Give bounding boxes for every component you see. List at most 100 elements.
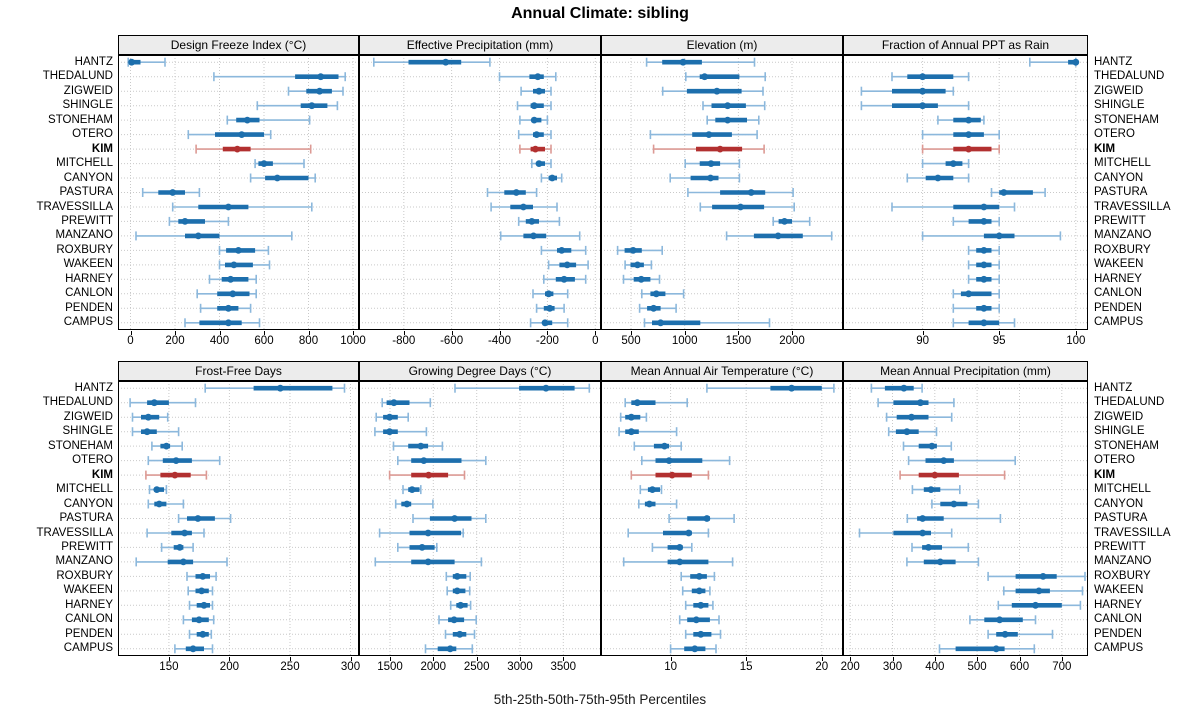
whisker-row-canlon	[952, 289, 1000, 299]
station-label-right-prewitt: PREWITT	[1094, 214, 1146, 227]
tick-label: 400	[209, 335, 230, 347]
strip-fraction-of-annual-ppt-as-rain: Fraction of Annual PPT as Rain	[843, 35, 1088, 55]
x-axis-growing-degree-days-c: 1500 2000 2500 3000 3500	[359, 657, 601, 675]
whisker-row-travessilla	[627, 528, 710, 538]
whisker-row-travessilla	[699, 202, 795, 212]
whisker-row-roxbury	[616, 245, 664, 255]
whisker-row-campus	[938, 644, 1036, 654]
whisker-row-stoneham	[519, 115, 549, 125]
whisker-row-roxbury	[445, 571, 471, 581]
whisker-row-canlon	[640, 289, 685, 299]
tick-mark	[499, 331, 501, 335]
whisker-row-prewitt	[772, 216, 811, 226]
whisker-row-hantz	[1029, 57, 1080, 67]
whisker-row-penden	[638, 303, 677, 313]
whisker-row-pastura	[906, 514, 1002, 523]
station-label-right-travessilla: TRAVESSILLA	[1094, 200, 1171, 213]
whisker-row-kim	[195, 144, 312, 154]
station-label-right-otero: OTERO	[1094, 128, 1135, 141]
whisker-row-canlon	[438, 615, 477, 625]
whisker-row-mitchell	[684, 159, 741, 169]
tick-mark	[451, 331, 453, 335]
tick-mark	[520, 657, 521, 661]
strip-frost-free-days: Frost-Free Days	[118, 361, 359, 381]
tick-label: 2000	[420, 661, 447, 673]
whisker-row-wakeen	[547, 260, 589, 270]
tick-label: 3000	[507, 661, 533, 673]
station-label-left-mitchell: MITCHELL	[56, 157, 113, 170]
whisker-row-hantz	[870, 383, 923, 393]
whisker-row-stoneham	[226, 115, 311, 125]
tick-mark	[390, 657, 391, 661]
tick-label: 400	[925, 661, 945, 673]
station-label-left-thedalund: THEDALUND	[42, 70, 113, 83]
station-label-left-travessilla: TRAVESSILLA	[36, 526, 114, 539]
whisker-row-penden	[199, 303, 252, 313]
tick-mark	[821, 657, 823, 661]
tick-label: 300	[882, 661, 903, 673]
x-axis-fraction-of-annual-ppt-as-rain: 90 95 100	[843, 331, 1088, 349]
tick-label: 0	[592, 335, 599, 347]
station-label-left-prewitt: PREWITT	[61, 540, 113, 553]
whisker-row-manzano	[499, 231, 581, 241]
station-label-left-kim: KIM	[91, 142, 113, 155]
whisker-row-mitchell	[531, 159, 552, 169]
whisker-row-campus	[424, 644, 474, 654]
whisker-row-hantz	[706, 383, 835, 393]
whisker-row-roxbury	[218, 245, 270, 255]
station-label-left-campus: CAMPUS	[63, 642, 113, 655]
tick-label: 200	[165, 335, 185, 347]
station-label-right-otero: OTERO	[1094, 454, 1135, 467]
whisker-row-otero	[517, 130, 552, 140]
whisker-row-canyon	[906, 173, 970, 183]
tick-mark	[684, 331, 686, 335]
whisker-row-kim	[921, 144, 1000, 154]
tick-label: 100	[1066, 335, 1086, 347]
whisker-row-shingle	[256, 101, 339, 111]
whisker-row-shingle	[516, 101, 552, 111]
strip-growing-degree-days-c: Growing Degree Days (°C)	[359, 361, 601, 381]
whisker-row-thedalund	[129, 398, 197, 408]
tick-label: 200	[219, 661, 239, 673]
whisker-row-penden	[987, 629, 1054, 639]
station-label-left-otero: OTERO	[72, 128, 113, 141]
tick-label: 700	[1052, 661, 1072, 673]
station-label-right-kim: KIM	[1094, 142, 1116, 155]
station-label-right-kim: KIM	[1094, 468, 1116, 481]
station-label-left-harney: HARNEY	[65, 598, 113, 611]
whisker-row-stoneham	[392, 441, 444, 451]
whisker-row-pastura	[141, 188, 201, 197]
whisker-row-travessilla	[378, 528, 464, 538]
station-label-right-manzano: MANZANO	[1094, 229, 1152, 242]
tick-mark	[595, 331, 597, 335]
whisker-row-travessilla	[891, 202, 1016, 212]
station-label-left-campus: CAMPUS	[63, 316, 113, 329]
tick-mark	[350, 657, 352, 661]
whisker-row-wakeen	[218, 260, 271, 270]
station-label-right-canlon: CANLON	[1094, 613, 1142, 626]
panel-frost-free-days	[118, 381, 359, 656]
whisker-row-thedalund	[877, 398, 955, 408]
station-label-left-roxbury: ROXBURY	[56, 569, 113, 582]
station-label-left-canyon: CANYON	[63, 497, 113, 510]
whisker-row-stoneham	[151, 441, 183, 451]
whisker-row-travessilla	[146, 528, 205, 538]
axis-caption: 5th-25th-50th-75th-95th Percentiles	[493, 692, 707, 707]
station-label-right-roxbury: ROXBURY	[1094, 243, 1151, 256]
whisker-row-mitchell	[639, 485, 663, 495]
panel-growing-degree-days-c	[359, 381, 601, 656]
whisker-row-manzano	[374, 557, 483, 567]
tick-mark	[290, 657, 291, 661]
tick-label: 2500	[463, 661, 490, 673]
tick-mark	[476, 657, 478, 661]
whisker-row-wakeen	[1003, 586, 1084, 596]
tick-label: -800	[392, 335, 416, 347]
tick-label: 10	[664, 661, 677, 673]
whisker-row-pastura	[668, 514, 735, 523]
x-axis-effective-precipitation-mm: -800 -600 -400 -200 0	[359, 331, 601, 349]
whisker-row-otero	[147, 456, 221, 466]
station-label-right-zigweid: ZIGWEID	[1094, 410, 1144, 423]
tick-mark	[219, 331, 221, 335]
whisker-row-pastura	[412, 514, 487, 523]
station-label-left-canlon: CANLON	[65, 287, 113, 300]
